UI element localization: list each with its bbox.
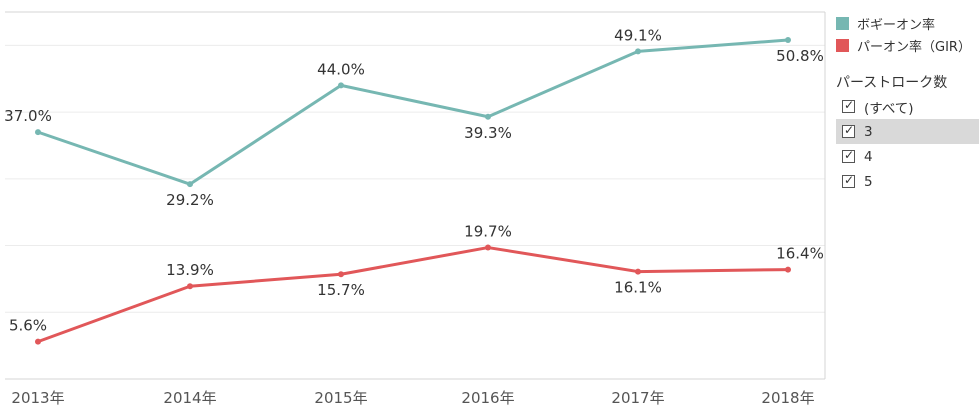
- data-point: [485, 113, 491, 120]
- checkbox[interactable]: ✓: [842, 173, 855, 188]
- legend-panel: ボギーオン率 パーオン率（GIR） パーストローク数 ✓ (すべて) ✓ 3 ✓…: [836, 12, 979, 194]
- data-point: [338, 82, 344, 89]
- legend-item-bogey-on[interactable]: ボギーオン率: [836, 12, 979, 34]
- x-tick-label: 2014年: [163, 389, 216, 407]
- legend-swatch-gir: [836, 38, 849, 52]
- data-label: 29.2%: [166, 191, 214, 209]
- data-point: [338, 271, 344, 278]
- data-point: [187, 283, 193, 290]
- checkbox[interactable]: ✓: [842, 148, 855, 163]
- data-point: [785, 266, 791, 273]
- data-label: 37.0%: [4, 107, 52, 125]
- data-label: 16.4%: [776, 245, 824, 263]
- data-point: [35, 129, 41, 136]
- legend-label: パーオン率（GIR）: [857, 39, 971, 55]
- data-point: [785, 37, 791, 44]
- series-line-1: [36, 246, 790, 344]
- data-label: 44.0%: [317, 60, 365, 78]
- filter-item-4[interactable]: ✓ 4: [836, 144, 979, 169]
- data-label: 13.9%: [166, 261, 214, 279]
- filter-label: 4: [864, 148, 873, 165]
- filter-label: (すべて): [864, 100, 914, 117]
- checkmark-icon: ✓: [844, 148, 855, 162]
- data-label: 50.8%: [776, 47, 824, 65]
- x-tick-label: 2017年: [611, 389, 664, 407]
- x-tick-label: 2016年: [461, 389, 514, 407]
- filter-item-5[interactable]: ✓ 5: [836, 169, 979, 194]
- filter-item-3[interactable]: ✓ 3: [836, 119, 979, 144]
- data-label: 19.7%: [464, 223, 512, 241]
- data-point: [635, 48, 641, 55]
- data-label: 15.7%: [317, 281, 365, 299]
- x-tick-label: 2015年: [314, 389, 367, 407]
- filter-label: 5: [864, 173, 873, 190]
- x-tick-label: 2013年: [11, 389, 64, 407]
- filter-item-all[interactable]: ✓ (すべて): [836, 94, 979, 119]
- checkmark-icon: ✓: [844, 123, 855, 137]
- data-label: 39.3%: [464, 124, 512, 142]
- checkmark-icon: ✓: [844, 173, 855, 187]
- x-tick-label: 2018年: [761, 389, 814, 407]
- data-point: [635, 268, 641, 275]
- legend-swatch-bogey-on: [836, 16, 849, 30]
- filter-label: 3: [864, 123, 873, 140]
- data-label: 5.6%: [9, 317, 47, 335]
- checkbox[interactable]: ✓: [842, 123, 855, 138]
- series-line-0: [36, 38, 790, 186]
- data-point: [485, 244, 491, 251]
- data-point: [35, 338, 41, 345]
- chart-svg: 2013年 2014年 2015年 2016年 2017年 2018年 37.0% 29.2%…: [4, 11, 826, 407]
- line-chart: 2013年 2014年 2015年 2016年 2017年 2018年 37.0% 29.2%…: [4, 11, 826, 407]
- data-label: 16.1%: [614, 279, 662, 297]
- data-point: [187, 181, 193, 188]
- checkmark-icon: ✓: [844, 98, 855, 112]
- filter-title: パーストローク数: [836, 75, 948, 91]
- checkbox[interactable]: ✓: [842, 98, 855, 113]
- legend-item-gir[interactable]: パーオン率（GIR）: [836, 34, 979, 56]
- legend-label: ボギーオン率: [857, 17, 936, 33]
- data-label: 49.1%: [614, 26, 662, 44]
